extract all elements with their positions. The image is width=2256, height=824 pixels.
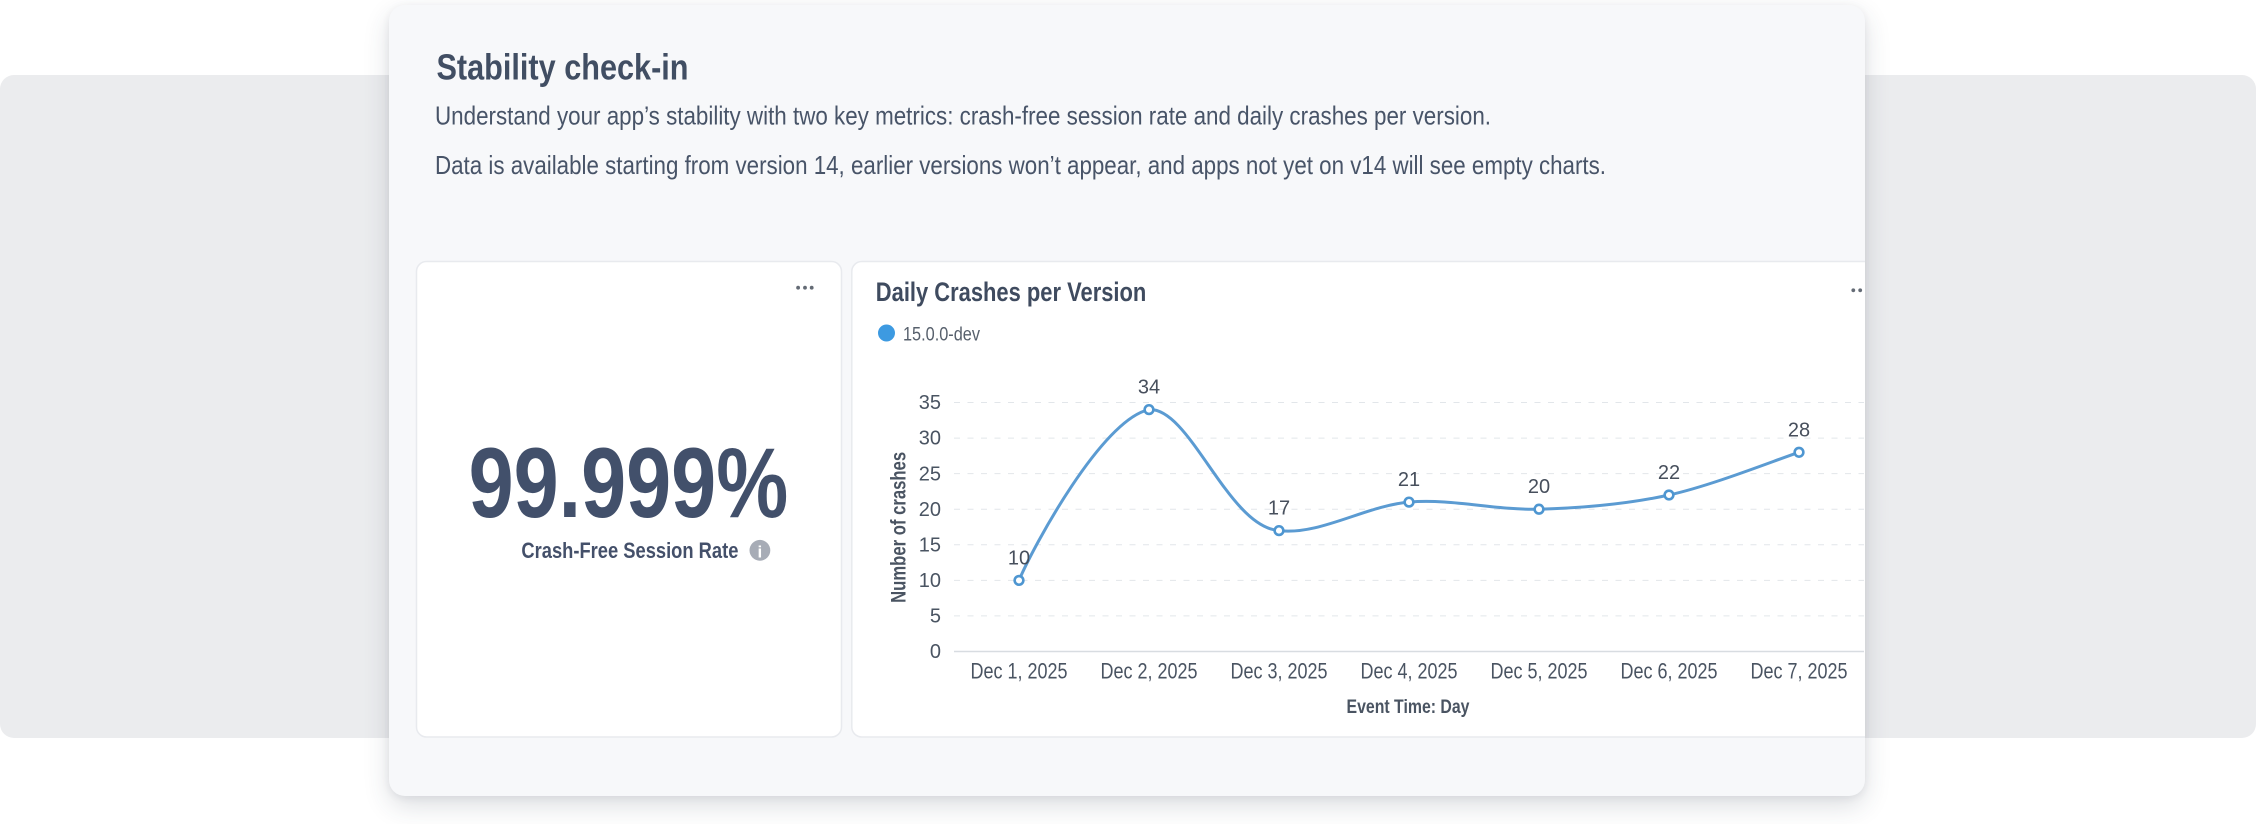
svg-text:10: 10 (919, 570, 941, 592)
svg-text:Dec 2, 2025: Dec 2, 2025 (1101, 659, 1198, 684)
svg-text:Dec 1, 2025: Dec 1, 2025 (971, 659, 1068, 684)
svg-text:Daily Crashes per Version: Daily Crashes per Version (876, 277, 1147, 307)
svg-text:Dec 6, 2025: Dec 6, 2025 (1621, 659, 1718, 684)
svg-text:Dec 3, 2025: Dec 3, 2025 (1231, 659, 1328, 684)
svg-text:Crash-Free Session Rate: Crash-Free Session Rate (521, 538, 738, 563)
svg-text:0: 0 (930, 641, 941, 663)
svg-text:28: 28 (1788, 419, 1810, 441)
svg-text:Data is available starting fro: Data is available starting from version … (435, 150, 1606, 180)
svg-text:17: 17 (1268, 498, 1290, 520)
svg-text:30: 30 (919, 428, 941, 450)
svg-text:Dec 4, 2025: Dec 4, 2025 (1361, 659, 1458, 684)
svg-text:Event Time: Day: Event Time: Day (1347, 697, 1470, 718)
svg-text:10: 10 (1008, 547, 1030, 569)
svg-text:99.999%: 99.999% (469, 427, 789, 538)
svg-text:15: 15 (919, 534, 941, 556)
svg-text:Dec 5, 2025: Dec 5, 2025 (1491, 659, 1588, 684)
svg-text:22: 22 (1658, 462, 1680, 484)
svg-text:Stability check-in: Stability check-in (437, 46, 689, 87)
svg-text:Number of crashes: Number of crashes (887, 452, 911, 603)
svg-text:15.0.0-dev: 15.0.0-dev (903, 325, 980, 346)
svg-text:20: 20 (1528, 476, 1550, 498)
svg-text:21: 21 (1398, 469, 1420, 491)
svg-text:i: i (758, 543, 763, 562)
svg-text:Understand your app’s stabilit: Understand your app’s stability with two… (435, 101, 1491, 131)
svg-text:5: 5 (930, 606, 941, 628)
svg-text:35: 35 (919, 392, 941, 414)
svg-text:25: 25 (919, 463, 941, 485)
svg-text:Dec 7, 2025: Dec 7, 2025 (1751, 659, 1848, 684)
svg-text:20: 20 (919, 499, 941, 521)
svg-text:34: 34 (1138, 377, 1160, 399)
